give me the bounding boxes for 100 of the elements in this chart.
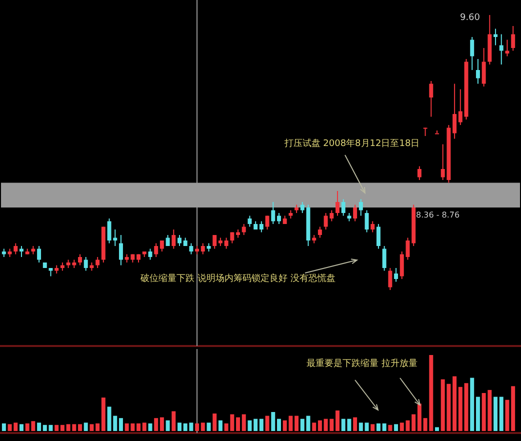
bar — [470, 378, 474, 431]
candlestick — [172, 229, 176, 250]
candlestick — [435, 130, 439, 134]
candlestick — [96, 256, 100, 268]
bar — [494, 396, 498, 431]
annotation: 打压试盘 2008年8月12日至18日 — [283, 138, 420, 149]
candlestick — [499, 34, 504, 65]
candlestick — [78, 254, 82, 266]
bar — [37, 422, 42, 431]
bar — [370, 424, 375, 431]
bar — [382, 423, 386, 431]
bar — [248, 420, 252, 431]
candlestick — [429, 80, 434, 118]
bar — [312, 422, 316, 431]
bar — [435, 427, 439, 431]
bar — [336, 410, 340, 431]
candlestick — [476, 58, 480, 84]
bar — [172, 411, 176, 431]
bar — [84, 422, 88, 431]
bar — [200, 422, 205, 431]
candlestick — [394, 268, 398, 282]
annotation: 破位缩量下跌 说明场内筹码锁定良好 没有恐慌盘 — [140, 273, 336, 284]
bar — [218, 420, 222, 431]
annotation: 最重要是下跌缩量 拉升放量 — [306, 358, 418, 369]
bar — [136, 423, 141, 431]
candlestick — [84, 256, 88, 272]
candlestick — [452, 83, 457, 140]
bar — [2, 423, 6, 431]
bar — [353, 417, 358, 431]
candlestick — [37, 246, 42, 263]
bar — [412, 414, 416, 431]
bar — [259, 418, 264, 431]
candlestick — [276, 212, 281, 224]
candlestick — [259, 220, 264, 233]
candlestick — [14, 242, 18, 255]
candlestick — [376, 224, 380, 250]
candlestick — [417, 166, 422, 180]
candlestick — [382, 246, 386, 272]
candlestick — [470, 36, 474, 70]
bar — [265, 416, 270, 431]
bar — [271, 412, 276, 431]
candlestick — [189, 242, 194, 255]
bar — [118, 418, 123, 431]
bar — [142, 422, 146, 431]
candlestick — [200, 242, 205, 255]
bar — [364, 422, 369, 431]
bar — [54, 424, 59, 431]
candlestick — [458, 88, 462, 126]
bar — [90, 424, 94, 431]
candlestick — [242, 224, 246, 236]
bar — [154, 418, 158, 431]
candlestick — [505, 39, 510, 57]
candlestick — [370, 220, 375, 233]
candlestick — [212, 234, 217, 250]
candlestick — [358, 198, 363, 216]
bar — [276, 418, 281, 431]
bar — [300, 418, 304, 431]
candlestick — [19, 246, 24, 258]
candlestick — [148, 248, 152, 260]
candlestick — [318, 226, 322, 238]
bar — [236, 417, 240, 431]
candlestick — [336, 190, 340, 216]
bar — [417, 404, 422, 431]
candlestick — [511, 26, 516, 52]
candlestick — [248, 215, 252, 228]
candlestick — [154, 242, 158, 258]
bar — [101, 398, 106, 431]
bar — [212, 414, 217, 431]
bar — [476, 396, 480, 431]
bar — [254, 418, 258, 431]
bar — [511, 386, 516, 431]
bar — [452, 376, 457, 431]
annotation: 9.60 — [460, 13, 480, 23]
candlestick — [265, 215, 270, 230]
candlestick — [178, 234, 182, 246]
bar — [358, 422, 363, 431]
candlestick — [364, 210, 369, 233]
candlestick — [353, 204, 358, 222]
band-label: 8.36 - 8.76 — [416, 210, 460, 220]
candlestick — [118, 234, 123, 266]
bar — [160, 417, 164, 431]
bar — [242, 414, 246, 431]
bar — [505, 400, 510, 431]
bar — [388, 424, 392, 431]
bar — [318, 420, 322, 431]
bar — [178, 422, 182, 431]
candlestick — [494, 28, 498, 46]
candlestick — [224, 237, 228, 250]
bar — [394, 424, 398, 431]
bar — [294, 416, 299, 431]
bar — [166, 420, 170, 431]
bar — [19, 424, 24, 431]
bar — [60, 424, 64, 431]
candlestick — [482, 48, 486, 87]
bar — [499, 396, 504, 431]
candlestick — [160, 240, 164, 252]
bar — [195, 423, 200, 431]
candlestick — [271, 202, 276, 224]
candlestick — [341, 198, 346, 216]
bar — [376, 423, 380, 431]
